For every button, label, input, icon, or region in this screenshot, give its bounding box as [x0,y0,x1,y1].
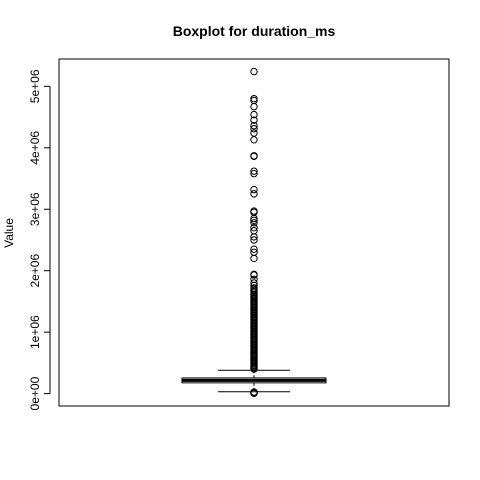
outlier-point [250,185,258,194]
outlier-point [250,190,258,198]
outlier-point [250,275,258,284]
outlier-point [250,167,258,175]
y-tick-label: 3e+06 [28,192,42,226]
y-tick-label: 1e+06 [28,315,42,349]
outlier-point [250,227,258,235]
outlier-point [250,207,258,215]
outlier-point [250,121,258,130]
y-tick-label: 0e+00 [28,376,42,410]
outlier-point [250,223,258,232]
chart-title: Boxplot for duration_ms [173,23,336,39]
outlier-point [250,254,258,263]
outlier-point [250,279,258,287]
outlier-point [250,116,258,124]
y-tick-label: 2e+06 [28,254,42,288]
y-tick-label: 5e+06 [28,69,42,103]
y-tick-label: 4e+06 [28,131,42,165]
outlier-point [250,129,258,137]
outlier-point [250,125,258,133]
outlier-point [250,136,258,144]
outlier-point [250,236,258,244]
y-axis-label: Value [2,218,16,248]
outlier-point [250,102,258,111]
outlier-point [250,388,258,396]
outlier-point [250,94,258,103]
outlier-point [250,152,258,160]
outlier-point [250,245,258,253]
outlier-point [250,110,258,119]
outlier-point [250,169,258,178]
y-axis: 0e+00 1e+06 2e+06 3e+06 4e+06 5e+06 [28,69,51,410]
outlier-point [250,284,258,292]
outlier-point [250,219,258,227]
outlier-point [250,248,258,256]
plot-frame [58,58,450,407]
outlier-points [250,67,258,397]
outlier-point [250,67,258,76]
outlier-point [250,270,258,279]
